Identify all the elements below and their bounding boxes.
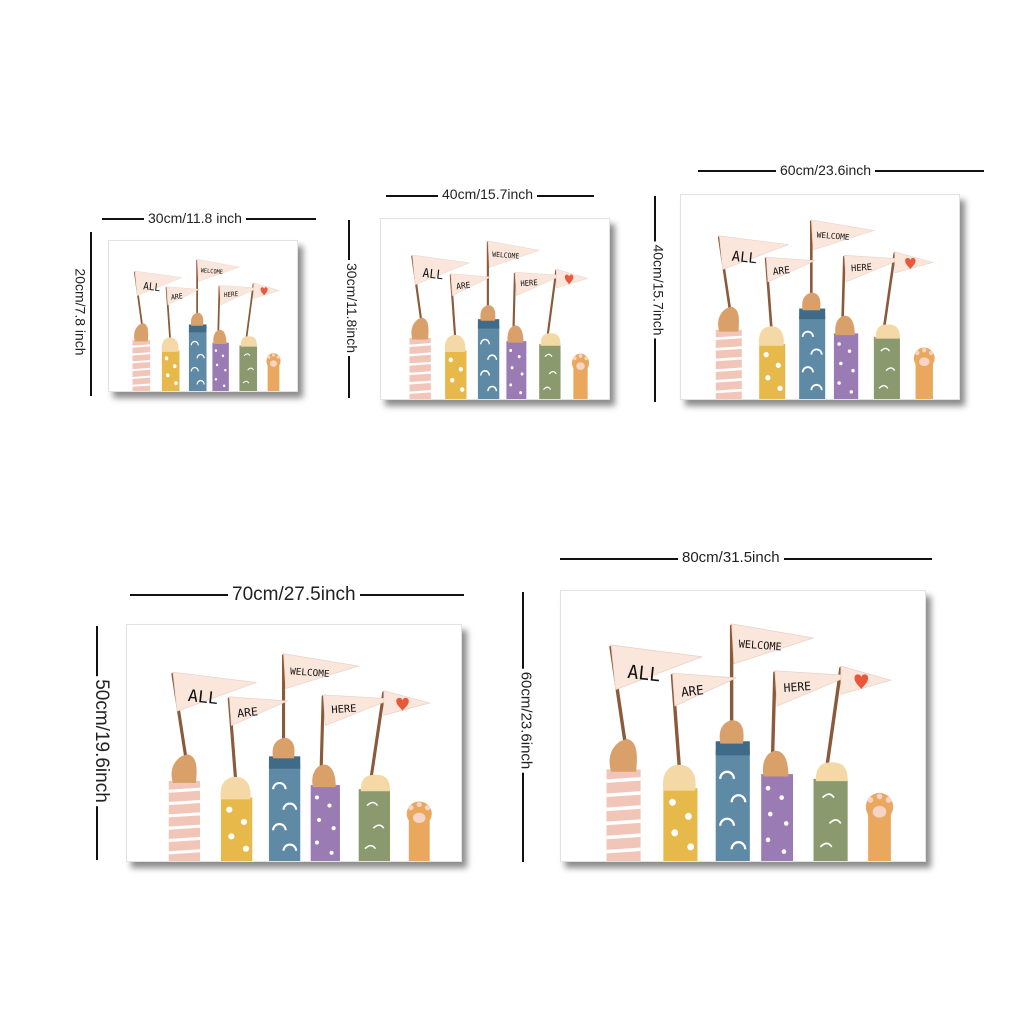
flag-word: ARE xyxy=(772,265,790,278)
canvas-print-60x40: ALL ARE WELCOME HERE xyxy=(680,194,960,400)
flag-word: ALL xyxy=(422,265,444,282)
canvas-print-80x60: ALL ARE WELCOME HERE xyxy=(560,590,926,862)
welcome-artwork: ALL ARE WELCOME HERE xyxy=(681,195,959,399)
flag-word: ARE xyxy=(236,704,258,720)
canvas-print-40x30: ALL ARE WELCOME HERE xyxy=(380,218,610,400)
height-label: 20cm/7.8 inch xyxy=(72,265,89,359)
flag-word: ALL xyxy=(143,281,161,294)
flag-word: ARE xyxy=(171,292,183,302)
flag-word: ALL xyxy=(731,249,758,268)
height-label: 50cm/19.6inch xyxy=(89,676,112,806)
flag-word: WELCOME xyxy=(290,666,330,680)
flag-word: WELCOME xyxy=(201,268,224,276)
height-label: 60cm/23.6inch xyxy=(517,668,535,773)
height-dimension-line xyxy=(90,232,92,396)
flag-word: WELCOME xyxy=(492,250,519,260)
flag-word: HERE xyxy=(224,291,239,299)
flag-word: HERE xyxy=(520,278,538,289)
height-label: 30cm/11.8inch xyxy=(344,259,361,357)
flag-word: WELCOME xyxy=(816,231,850,242)
canvas-print-70x50: ALL ARE WELCOME HERE xyxy=(126,624,462,862)
flag-word: HERE xyxy=(331,703,357,717)
flag-word: HERE xyxy=(783,679,811,695)
flag-word: HERE xyxy=(851,263,873,275)
width-label: 60cm/23.6inch xyxy=(776,162,876,178)
height-label: 40cm/15.7inch xyxy=(650,241,667,339)
width-label: 30cm/11.8 inch xyxy=(144,210,246,226)
flag-word: ALL xyxy=(187,686,219,708)
width-label: 70cm/27.5inch xyxy=(228,584,360,606)
flag-word: ARE xyxy=(456,279,471,291)
width-label: 80cm/31.5inch xyxy=(678,549,784,566)
flag-word: ARE xyxy=(680,682,704,700)
welcome-artwork: ALL ARE WELCOME HERE xyxy=(381,219,609,399)
welcome-artwork: ALL ARE WELCOME HERE xyxy=(109,241,297,391)
width-label: 40cm/15.7inch xyxy=(438,186,538,202)
welcome-artwork: ALL ARE WELCOME HERE xyxy=(127,625,461,861)
canvas-print-30x20: ALL ARE WELCOME HERE xyxy=(108,240,298,392)
flag-word: WELCOME xyxy=(738,638,782,653)
welcome-artwork: ALL ARE WELCOME HERE xyxy=(561,591,925,861)
flag-word: ALL xyxy=(626,662,661,687)
